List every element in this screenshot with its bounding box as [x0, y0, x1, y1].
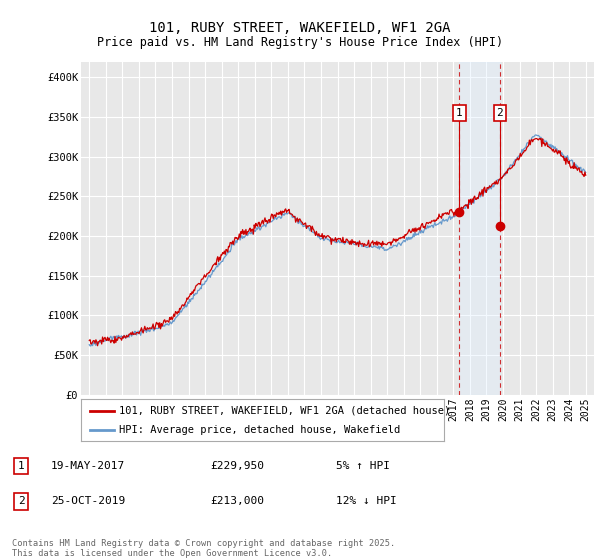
Text: HPI: Average price, detached house, Wakefield: HPI: Average price, detached house, Wake…: [119, 425, 400, 435]
Text: 2: 2: [496, 108, 503, 118]
Text: 12% ↓ HPI: 12% ↓ HPI: [336, 496, 397, 506]
Text: £229,950: £229,950: [210, 461, 264, 471]
Text: 5% ↑ HPI: 5% ↑ HPI: [336, 461, 390, 471]
Text: £213,000: £213,000: [210, 496, 264, 506]
Text: 101, RUBY STREET, WAKEFIELD, WF1 2GA: 101, RUBY STREET, WAKEFIELD, WF1 2GA: [149, 21, 451, 35]
Text: Price paid vs. HM Land Registry's House Price Index (HPI): Price paid vs. HM Land Registry's House …: [97, 36, 503, 49]
Text: 25-OCT-2019: 25-OCT-2019: [51, 496, 125, 506]
Text: Contains HM Land Registry data © Crown copyright and database right 2025.
This d: Contains HM Land Registry data © Crown c…: [12, 539, 395, 558]
Text: 2: 2: [17, 496, 25, 506]
Text: 19-MAY-2017: 19-MAY-2017: [51, 461, 125, 471]
Text: 1: 1: [456, 108, 463, 118]
Text: 1: 1: [17, 461, 25, 471]
Text: 101, RUBY STREET, WAKEFIELD, WF1 2GA (detached house): 101, RUBY STREET, WAKEFIELD, WF1 2GA (de…: [119, 405, 451, 416]
Bar: [460, 62, 500, 395]
